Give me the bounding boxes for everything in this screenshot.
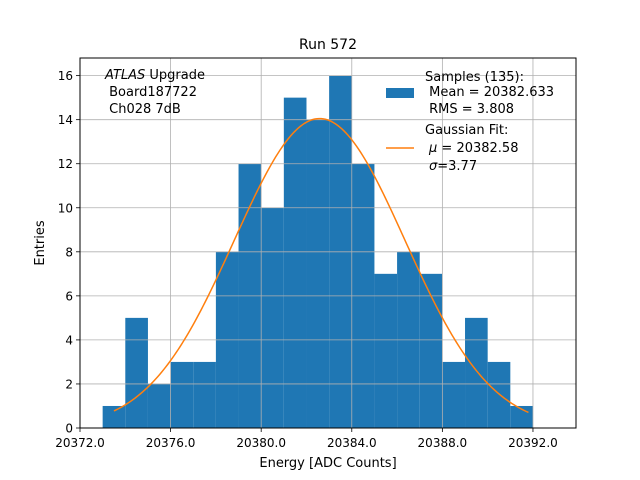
histogram-bar xyxy=(487,361,511,428)
y-tick-label: 16 xyxy=(58,69,73,83)
y-tick-label: 4 xyxy=(65,333,73,347)
histogram-bar xyxy=(283,97,307,429)
y-tick-label: 2 xyxy=(65,377,73,391)
y-tick-label: 0 xyxy=(65,422,73,436)
histogram-bar xyxy=(261,207,284,428)
annotation-board: Board187722 xyxy=(105,85,197,100)
chart-title: Run 572 xyxy=(299,37,357,53)
x-tick-label: 20376.0 xyxy=(146,436,196,450)
x-tick-label: 20384.0 xyxy=(327,436,377,450)
atlas-annotation: ATLAS Upgrade Board187722 Ch028 7dB xyxy=(104,68,205,117)
histogram-bar xyxy=(465,317,488,428)
gaussian-fit-curve xyxy=(113,117,529,414)
histogram-bar xyxy=(306,119,330,429)
legend-samples-mean: Mean = 20382.633 xyxy=(425,85,554,100)
x-tick-label: 20392.0 xyxy=(508,436,558,450)
x-axis-label: Energy [ADC Counts] xyxy=(259,456,396,471)
histogram-bar xyxy=(419,273,443,428)
histogram-bar xyxy=(193,361,216,428)
legend-samples-rms: RMS = 3.808 xyxy=(425,102,514,117)
legend-mu-symbol: μ xyxy=(428,141,437,156)
y-axis-label: Entries xyxy=(33,220,48,266)
legend-samples-line1: Samples (135): xyxy=(425,70,524,85)
histogram-bar xyxy=(147,383,171,428)
annotation-atlas: ATLAS xyxy=(104,68,145,83)
y-tick-label: 10 xyxy=(58,201,73,215)
y-tick-label: 8 xyxy=(65,245,73,259)
y-tick-label: 12 xyxy=(58,157,73,171)
histogram-bar xyxy=(374,273,398,428)
legend-mu-value: = 20382.58 xyxy=(437,141,518,156)
histogram-bar xyxy=(102,405,126,428)
x-tick-label: 20388.0 xyxy=(418,436,468,450)
legend-sigma-value: =3.77 xyxy=(437,159,477,174)
histogram-bar xyxy=(125,317,148,428)
y-tick-label: 6 xyxy=(65,289,73,303)
svg-text:μ = 20382.58: μ = 20382.58 xyxy=(428,141,518,156)
legend-sigma-symbol: σ xyxy=(429,159,438,174)
annotation-channel: Ch028 7dB xyxy=(105,102,181,117)
histogram-bar xyxy=(170,361,194,428)
svg-text:σ=3.77: σ=3.77 xyxy=(429,159,477,174)
x-axis-ticks: 20372.0 20376.0 20380.0 20384.0 20388.0 20392… xyxy=(55,428,558,450)
plot-frame xyxy=(79,57,577,429)
y-axis-ticks: 0 2 4 6 8 10 12 14 16 xyxy=(58,69,80,436)
svg-text:ATLAS Upgrade: ATLAS Upgrade xyxy=(104,68,205,83)
x-tick-label: 20380.0 xyxy=(236,436,286,450)
legend-samples-patch xyxy=(386,88,414,98)
legend: Samples (135): Mean = 20382.633 RMS = 3.… xyxy=(386,70,554,174)
x-tick-label: 20372.0 xyxy=(55,436,105,450)
annotation-upgrade: Upgrade xyxy=(145,68,205,83)
histogram-bar xyxy=(442,361,466,428)
legend-fit-line1: Gaussian Fit: xyxy=(425,123,508,138)
y-tick-label: 14 xyxy=(58,113,73,127)
